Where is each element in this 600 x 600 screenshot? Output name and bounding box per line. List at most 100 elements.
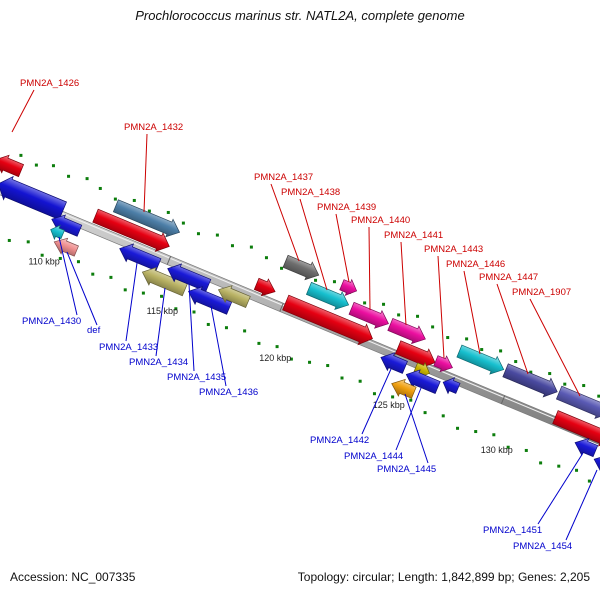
gene-unnamed-15[interactable] (281, 292, 376, 348)
scale-dot (474, 430, 478, 434)
gene-unnamed-5[interactable] (92, 206, 174, 255)
scale-dot (181, 221, 185, 225)
scale-dot (166, 210, 170, 214)
label-leader-line (66, 251, 98, 326)
scale-dot (456, 426, 460, 430)
gene-label-PMN2A_1435[interactable]: PMN2A_1435 (167, 372, 226, 383)
gene-PMN2A_1440[interactable] (348, 300, 392, 333)
gene-label-PMN2A_1441[interactable]: PMN2A_1441 (384, 230, 443, 241)
gene-label-PMN2A_1446[interactable]: PMN2A_1446 (446, 259, 505, 270)
gene-label-def[interactable]: def (87, 325, 101, 336)
scale-dot (224, 326, 228, 330)
label-leader-line (463, 270, 481, 355)
scale-dot (275, 345, 279, 349)
gene-label-PMN2A_1447[interactable]: PMN2A_1447 (479, 272, 538, 283)
scale-dot (557, 464, 561, 468)
scale-dot (363, 301, 367, 305)
gene-PMN2A_1454[interactable] (591, 451, 600, 475)
gene-PMN2A_1907[interactable] (555, 383, 600, 422)
gene-PMN2A_1434[interactable] (139, 263, 189, 298)
scale-dot (7, 238, 11, 242)
label-leader-line (11, 89, 35, 133)
label-leader-line (529, 298, 581, 397)
label-leader-line (496, 283, 529, 375)
scale-dot (308, 360, 312, 364)
gene-label-PMN2A_1437[interactable]: PMN2A_1437 (254, 172, 313, 183)
gene-unnamed-1[interactable] (0, 172, 68, 222)
gene-PMN2A_1447[interactable] (502, 361, 561, 401)
gene-unnamed-12[interactable] (253, 276, 278, 300)
gene-unnamed-0[interactable] (0, 151, 25, 179)
gene-unnamed-19[interactable] (394, 338, 439, 372)
figure-title: Prochlorococcus marinus str. NATL2A, com… (135, 8, 465, 23)
gene-PMN2A_1432[interactable] (112, 197, 183, 241)
scale-dot (113, 197, 117, 201)
scale-dot (280, 266, 284, 270)
scale-dot (34, 163, 38, 167)
gene-label-PMN2A_1430[interactable]: PMN2A_1430 (22, 316, 81, 327)
label-leader-line (395, 387, 422, 451)
scale-dot (109, 275, 113, 279)
scale-dot (397, 313, 401, 317)
scale-label: 110 kbp (28, 257, 59, 267)
gene-PMN2A_1437[interactable] (282, 253, 323, 284)
scale-label: 120 kbp (259, 353, 291, 363)
gene-label-PMN2A_1454[interactable]: PMN2A_1454 (513, 541, 572, 552)
scale-dot (563, 382, 567, 386)
scale-dot (382, 302, 386, 306)
scale-dot (40, 253, 44, 257)
gene-label-PMN2A_1426[interactable]: PMN2A_1426 (20, 78, 79, 89)
gene-PMN2A_1451[interactable] (572, 434, 599, 459)
gene-PMN2A_1430[interactable] (48, 223, 66, 242)
gene-unnamed-25[interactable] (552, 408, 600, 450)
scale-dot (174, 307, 178, 311)
gene-label-PMN2A_1434[interactable]: PMN2A_1434 (129, 357, 188, 368)
gene-PMN2A_1433[interactable] (116, 240, 162, 274)
gene-PMN2A_1436[interactable] (185, 283, 233, 317)
label-leader-line (210, 305, 227, 387)
scale-dot (529, 370, 533, 374)
scale-dot (539, 461, 543, 465)
gene-PMN2A_1438[interactable] (305, 280, 352, 314)
gene-unnamed-2[interactable] (48, 211, 83, 239)
gene-label-PMN2A_1443[interactable]: PMN2A_1443 (424, 244, 483, 255)
gene-label-PMN2A_1432[interactable]: PMN2A_1432 (124, 122, 183, 133)
scale-dot (597, 394, 600, 398)
gene-PMN2A_1439[interactable] (339, 277, 360, 299)
gene-label-PMN2A_1442[interactable]: PMN2A_1442 (310, 435, 369, 446)
scale-dot (423, 411, 427, 415)
gene-PMN2A_1443[interactable] (433, 353, 456, 376)
gene-PMN2A_1445[interactable] (388, 375, 417, 401)
gene-PMN2A_1442[interactable] (377, 349, 408, 377)
gene-PMN2A_1446[interactable] (456, 342, 508, 378)
gene-label-PMN2A_1444[interactable]: PMN2A_1444 (344, 451, 403, 462)
scale-dot (514, 360, 518, 364)
gene-label-PMN2A_1433[interactable]: PMN2A_1433 (99, 342, 158, 353)
genome-stats-text: Topology: circular; Length: 1,842,899 bp… (297, 570, 590, 584)
scale-dot (243, 329, 247, 333)
gene-label-PMN2A_1907[interactable]: PMN2A_1907 (512, 287, 571, 298)
scale-dot (575, 468, 579, 472)
label-leader-line (404, 393, 429, 464)
scale-dot (409, 398, 413, 402)
gene-label-PMN2A_1440[interactable]: PMN2A_1440 (351, 215, 410, 226)
scale-dot (91, 272, 95, 276)
gene-PMN2A_1444[interactable] (403, 366, 442, 397)
gene-unnamed-11[interactable] (215, 281, 251, 310)
gene-label-PMN2A_1439[interactable]: PMN2A_1439 (317, 202, 376, 213)
gene-label-PMN2A_1451[interactable]: PMN2A_1451 (483, 525, 542, 536)
scale-dot (19, 153, 23, 157)
scale-dot (206, 322, 210, 326)
gene-unnamed-29[interactable] (440, 374, 461, 396)
scale-dot (51, 164, 55, 168)
label-leader-line (270, 183, 300, 262)
label-leader-line (537, 452, 584, 525)
gene-label-PMN2A_1438[interactable]: PMN2A_1438 (281, 187, 340, 198)
gene-label-PMN2A_1445[interactable]: PMN2A_1445 (377, 464, 436, 475)
scale-dot (441, 414, 445, 418)
gene-label-PMN2A_1436[interactable]: PMN2A_1436 (199, 387, 258, 398)
gene-PMN2A_1441[interactable] (387, 316, 429, 348)
scale-dot (524, 448, 528, 452)
scale-dot (132, 198, 136, 202)
